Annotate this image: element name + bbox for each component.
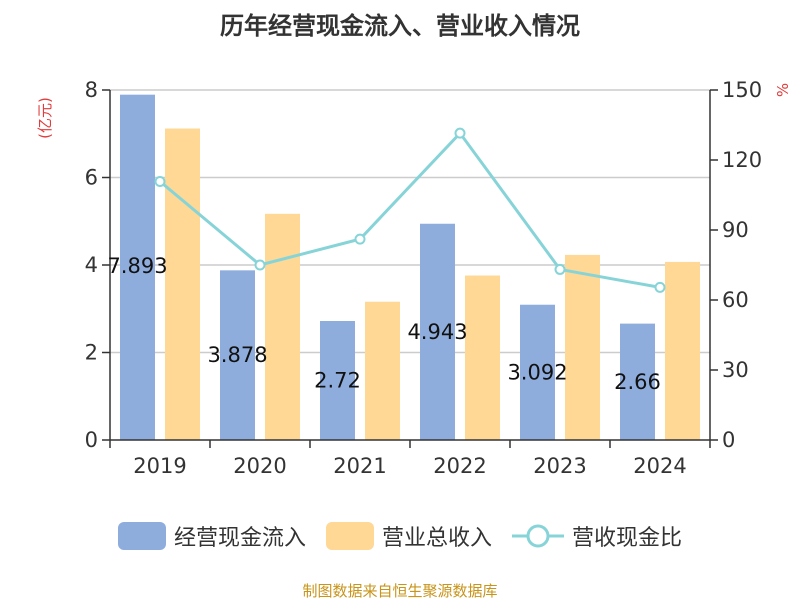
point-cash-ratio: [354, 233, 366, 245]
y-right-tick-label: 90: [722, 218, 749, 242]
labels: 0 2 4 6 8 0 30 60 90 120 150 (亿元)% 2019 2020 2021 2022 2…: [36, 78, 792, 478]
legend-label-cash-ratio: 营收现金比: [572, 526, 683, 551]
y-left-tick-label: 8: [85, 78, 98, 102]
legend-item-cash-ratio[interactable]: 营收现金比: [512, 520, 682, 552]
grid-lines: [110, 89, 710, 354]
y-right-unit-label: %: [774, 83, 792, 97]
y-left-tick-label: 2: [85, 341, 98, 365]
y-right-tick-label: 0: [722, 428, 735, 452]
legend-item-cash-inflow[interactable]: 经营现金流入: [117, 520, 306, 552]
legend-label-revenue: 营业总收入: [381, 526, 492, 551]
chart-title: 历年经营现金流入、营业收入情况: [220, 12, 580, 40]
data-label-cash-inflow: 3.092: [507, 360, 567, 384]
bar-revenue: [665, 261, 700, 440]
bar-cash-inflow: [120, 94, 155, 441]
axes: [102, 89, 718, 448]
data-source-footer: 制图数据来自恒生聚源数据库: [302, 582, 498, 600]
legend-swatch-cash-inflow: [117, 522, 166, 550]
data-label-cash-inflow: 7.893: [107, 254, 167, 278]
bar-cash-inflow: [520, 304, 555, 440]
x-tick-label: 2020: [233, 454, 286, 478]
point-cash-ratio: [154, 175, 166, 187]
y-right-tick-label: 30: [722, 358, 749, 382]
y-right-tick-label: 60: [722, 288, 749, 312]
y-right-tick-label: 120: [722, 148, 762, 172]
y-left-tick-label: 6: [85, 166, 98, 190]
data-label-cash-inflow: 4.943: [407, 320, 467, 344]
legend: 经营现金流入 营业总收入 营收现金比: [0, 516, 800, 556]
x-tick-label: 2024: [633, 454, 686, 478]
line-layer: [154, 127, 666, 293]
point-cash-ratio: [454, 127, 466, 139]
legend-item-revenue[interactable]: 营业总收入: [325, 520, 492, 552]
y-left-tick-label: 0: [85, 428, 98, 452]
x-tick-label: 2021: [333, 454, 386, 478]
x-tick-label: 2023: [533, 454, 586, 478]
point-cash-ratio: [654, 281, 666, 293]
legend-swatch-cash-ratio: [512, 524, 564, 548]
bar-cash-inflow: [320, 321, 355, 440]
bar-revenue: [165, 128, 200, 440]
x-tick-label: 2022: [433, 454, 486, 478]
bar-revenue: [265, 213, 300, 440]
point-cash-ratio: [254, 259, 266, 271]
bar-layer: [120, 94, 700, 441]
data-label-cash-inflow: 2.72: [314, 369, 361, 393]
bar-cash-inflow: [420, 223, 455, 440]
data-label-cash-inflow: 2.66: [614, 370, 661, 394]
bar-revenue: [565, 254, 600, 440]
bar-revenue: [365, 301, 400, 440]
line-cash-ratio: [159, 130, 661, 289]
y-left-unit-label: (亿元): [36, 97, 54, 139]
legend-swatch-revenue: [325, 522, 374, 550]
legend-label-cash-inflow: 经营现金流入: [173, 526, 306, 551]
bar-cash-inflow: [620, 323, 655, 440]
x-tick-label: 2019: [133, 454, 186, 478]
bar-cash-inflow: [220, 270, 255, 440]
data-label-cash-inflow: 3.878: [207, 343, 267, 367]
y-right-tick-label: 150: [722, 78, 762, 102]
point-cash-ratio: [554, 263, 566, 275]
bar-revenue: [465, 275, 500, 440]
y-left-tick-label: 4: [85, 253, 98, 277]
